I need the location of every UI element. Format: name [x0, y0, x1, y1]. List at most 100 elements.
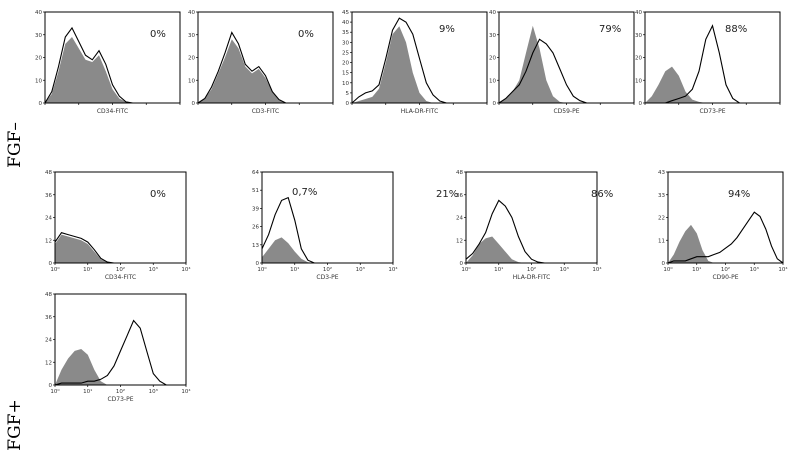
y-tick-label: 35: [342, 30, 349, 36]
x-tick-label: 10⁰: [50, 266, 60, 273]
y-tick-label: 15: [342, 71, 349, 77]
percent-label: 86%: [591, 189, 613, 200]
isotype-histogram: [45, 37, 147, 103]
y-tick-label: 0: [346, 101, 350, 107]
stained-histogram: [197, 31, 300, 104]
x-tick-label: 10²: [527, 266, 536, 273]
stained-histogram: [465, 199, 545, 264]
y-tick-label: 5: [346, 91, 350, 97]
x-tick-label: 10⁰: [257, 266, 267, 273]
y-tick-label: 45: [342, 10, 349, 16]
y-tick-label: 20: [635, 56, 642, 62]
histogram-panel-10: 0 12 24 36 48 10⁰ 10¹ 10² 10³ 10⁴ CD73-PE: [45, 292, 191, 403]
y-tick-label: 40: [635, 10, 642, 16]
y-tick-label: 30: [35, 33, 42, 39]
y-tick-label: 30: [188, 33, 195, 39]
x-tick-label: 10³: [560, 266, 569, 273]
y-tick-label: 36: [45, 315, 52, 321]
x-tick-label: 10¹: [494, 266, 503, 273]
y-tick-label: 40: [342, 20, 349, 26]
x-tick-label: 10¹: [83, 266, 92, 273]
stained-histogram: [54, 319, 186, 386]
histogram-panel-4: 0 10 20 30 40 CD59-PE 79%: [489, 10, 635, 115]
isotype-histogram: [668, 224, 783, 263]
isotype-histogram: [55, 349, 186, 385]
x-tick-label: 10⁴: [181, 388, 191, 395]
stained-histogram: [351, 17, 487, 104]
x-tick-label: 10³: [149, 388, 158, 395]
x-tick-label: 10¹: [83, 388, 92, 395]
y-tick-label: 39: [252, 206, 259, 212]
y-tick-label: 25: [342, 50, 349, 56]
stained-histogram: [54, 232, 121, 264]
isotype-histogram: [352, 26, 487, 104]
y-tick-label: 40: [35, 10, 42, 16]
y-tick-label: 64: [252, 170, 259, 176]
isotype-histogram: [198, 39, 300, 103]
percent-label: 88%: [725, 24, 747, 35]
x-axis-label: CD34-FITC: [105, 274, 136, 281]
y-tick-label: 20: [188, 56, 195, 62]
y-tick-label: 10: [188, 78, 195, 84]
y-tick-label: 12: [456, 238, 463, 244]
y-tick-label: 0: [39, 101, 43, 107]
x-tick-label: 10⁰: [50, 388, 60, 395]
y-tick-label: 0: [493, 101, 497, 107]
x-tick-label: 10²: [116, 388, 125, 395]
percent-label: 0%: [150, 29, 166, 40]
x-axis-label: CD59-PE: [553, 108, 579, 115]
y-tick-label: 0: [662, 261, 666, 267]
histogram-panel-1: 0 10 20 30 40 CD34-FITC 0%: [35, 10, 181, 115]
y-tick-label: 48: [45, 170, 52, 176]
isotype-histogram: [55, 234, 121, 263]
y-tick-label: 43: [658, 170, 665, 176]
y-tick-label: 10: [342, 81, 349, 87]
y-tick-label: 20: [342, 61, 349, 67]
y-tick-label: 10: [35, 78, 42, 84]
y-tick-label: 12: [45, 238, 52, 244]
y-tick-label: 51: [252, 188, 259, 194]
y-tick-label: 0: [639, 101, 643, 107]
histogram-panel-9: 0 11 22 33 43 10⁰ 10¹ 10² 10³ 10⁴ CD90-PE 94%: [658, 170, 788, 281]
histogram-panel-8: 0 12 24 36 48 10⁰ 10¹ 10² 10³ 10⁴ HLA-DR-FITC 86% 21…: [436, 170, 613, 281]
y-tick-label: 30: [489, 33, 496, 39]
isotype-histogram: [262, 237, 328, 263]
x-tick-label: 10⁴: [388, 266, 398, 273]
x-axis-label: HLA-DR-FITC: [401, 108, 439, 115]
y-tick-label: 40: [489, 10, 496, 16]
x-tick-label: 10²: [721, 266, 730, 273]
y-tick-label: 33: [658, 193, 665, 199]
x-tick-label: 10¹: [290, 266, 299, 273]
y-tick-label: 12: [45, 360, 52, 366]
x-tick-label: 10³: [149, 266, 158, 273]
y-tick-label: 0: [256, 261, 260, 267]
y-tick-label: 0: [49, 383, 53, 389]
y-tick-label: 30: [342, 40, 349, 46]
stained-histogram: [667, 211, 784, 264]
y-tick-label: 30: [635, 33, 642, 39]
x-tick-label: 10⁴: [778, 266, 788, 273]
y-tick-label: 13: [252, 243, 259, 249]
x-axis-label: CD34-FITC: [97, 108, 128, 115]
y-tick-label: 24: [45, 338, 52, 344]
y-tick-label: 48: [45, 292, 52, 298]
percent-label: 0%: [298, 29, 314, 40]
y-tick-label: 11: [658, 238, 665, 244]
y-tick-label: 10: [635, 78, 642, 84]
histogram-panel-5: 0 10 20 30 40 CD73-PE 88%: [635, 10, 781, 115]
x-tick-label: 10³: [356, 266, 365, 273]
y-tick-label: 24: [45, 216, 52, 222]
percent-label-secondary: 21%: [436, 189, 458, 200]
stained-histogram: [44, 26, 147, 104]
percent-label: 0%: [150, 189, 166, 200]
x-axis-label: CD73-PE: [107, 396, 133, 403]
percent-label: 94%: [728, 189, 750, 200]
histogram-panel-7: 0 13 26 39 51 64 10⁰ 10¹ 10² 10³ 10⁴ CD3-PE 0,7%: [252, 170, 398, 281]
y-tick-label: 26: [252, 225, 259, 231]
x-tick-label: 10³: [750, 266, 759, 273]
x-axis-label: CD90-PE: [712, 274, 738, 281]
histogram-panel-3: 0 5 10 15 20 25 30 35 40 45 HLA-DR-FITC 9%: [342, 10, 488, 115]
y-tick-label: 0: [460, 261, 464, 267]
isotype-histogram: [466, 236, 545, 263]
